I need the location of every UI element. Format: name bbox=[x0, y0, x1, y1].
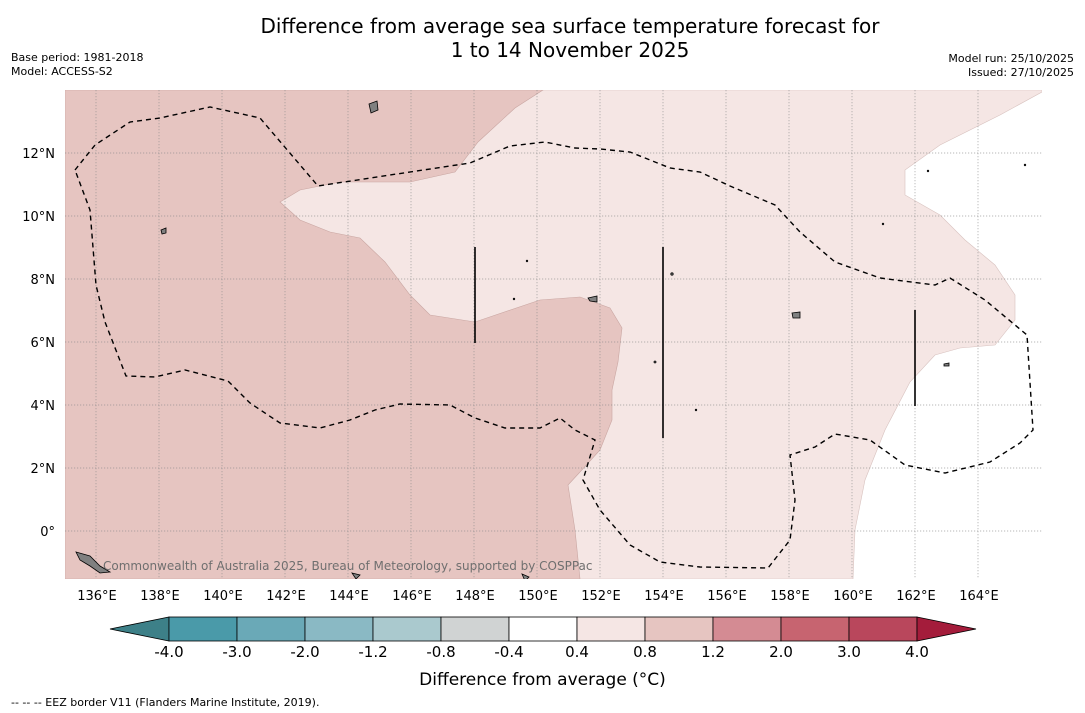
colorbar-label: 0.8 bbox=[633, 643, 657, 661]
colorbar-segment bbox=[644, 616, 714, 642]
base-period: Base period: 1981-2018 bbox=[11, 51, 144, 64]
colorbar-label: 1.2 bbox=[701, 643, 725, 661]
colorbar-segment bbox=[372, 616, 442, 642]
lon-label: 162°E bbox=[896, 589, 936, 604]
colorbar-label: 0.4 bbox=[565, 643, 589, 661]
island-marker bbox=[943, 362, 950, 367]
lon-label: 140°E bbox=[203, 589, 243, 604]
model-run: Model run: 25/10/2025 bbox=[948, 52, 1074, 65]
colorbar-segment bbox=[304, 616, 374, 642]
colorbar-segment bbox=[508, 616, 578, 642]
island-marker bbox=[521, 573, 530, 579]
anomaly-zone-0.8-1.2 bbox=[65, 90, 623, 579]
title-line-1: Difference from average sea surface temp… bbox=[260, 14, 880, 38]
lon-label: 136°E bbox=[77, 589, 117, 604]
lat-label: 8°N bbox=[31, 273, 56, 288]
island-marker bbox=[1023, 163, 1027, 167]
colorbar-under bbox=[109, 616, 170, 642]
latitude-labels: 12°N 10°N 8°N 6°N 4°N 2°N 0° bbox=[22, 147, 55, 540]
colorbar-label: 2.0 bbox=[769, 643, 793, 661]
colorbar-segment bbox=[168, 616, 238, 642]
lon-label: 150°E bbox=[518, 589, 558, 604]
lon-label: 142°E bbox=[266, 589, 306, 604]
island-marker bbox=[368, 100, 379, 114]
lat-label: 10°N bbox=[22, 210, 55, 225]
lon-label: 146°E bbox=[392, 589, 432, 604]
model-name: Model: ACCESS-S2 bbox=[11, 65, 113, 78]
island-marker bbox=[694, 408, 698, 412]
lat-label: 2°N bbox=[31, 462, 56, 477]
island-marker bbox=[160, 227, 167, 235]
lon-label: 154°E bbox=[644, 589, 684, 604]
copyright-notice: Commonwealth of Australia 2025, Bureau o… bbox=[103, 559, 593, 573]
colorbar-labels: -4.0 -3.0 -2.0 -1.2 -0.8 -0.4 0.4 0.8 1.… bbox=[0, 643, 1085, 663]
boundary-lines bbox=[474, 247, 916, 438]
colorbar-over bbox=[916, 616, 977, 642]
island-marker bbox=[587, 295, 598, 303]
lat-label: 12°N bbox=[22, 147, 55, 162]
island-marker bbox=[881, 222, 885, 226]
lat-label: 6°N bbox=[31, 336, 56, 351]
lon-label: 160°E bbox=[833, 589, 873, 604]
lon-label: 138°E bbox=[140, 589, 180, 604]
colorbar-label: -4.0 bbox=[154, 643, 184, 661]
colorbar-segment bbox=[440, 616, 510, 642]
eez-borders bbox=[74, 106, 1034, 569]
lon-label: 152°E bbox=[581, 589, 621, 604]
colorbar bbox=[109, 616, 977, 642]
base-info: Base period: 1981-2018 Model: ACCESS-S2 bbox=[11, 51, 143, 79]
colorbar-segment bbox=[712, 616, 782, 642]
island-marker bbox=[512, 297, 516, 301]
colorbar-segment bbox=[780, 616, 850, 642]
islands bbox=[75, 100, 1027, 579]
colorbar-segment bbox=[848, 616, 918, 642]
lon-label: 158°E bbox=[770, 589, 810, 604]
issued-date: Issued: 27/10/2025 bbox=[967, 66, 1074, 79]
title-line-2: 1 to 14 November 2025 bbox=[450, 38, 690, 62]
island-marker bbox=[791, 311, 801, 319]
lat-label: 4°N bbox=[31, 399, 56, 414]
colorbar-label: 4.0 bbox=[905, 643, 929, 661]
colorbar-label: -1.2 bbox=[358, 643, 388, 661]
lon-label: 156°E bbox=[707, 589, 747, 604]
island-marker bbox=[926, 169, 930, 173]
colorbar-label: -0.8 bbox=[426, 643, 456, 661]
island-marker bbox=[75, 551, 112, 574]
island-marker bbox=[525, 259, 529, 263]
lon-label: 148°E bbox=[455, 589, 495, 604]
map-area bbox=[65, 90, 1042, 579]
graticule bbox=[65, 90, 1042, 579]
run-info: Model run: 25/10/2025 Issued: 27/10/2025 bbox=[948, 52, 1074, 80]
colorbar-label: -2.0 bbox=[290, 643, 320, 661]
island-marker bbox=[653, 360, 657, 364]
colorbar-segment bbox=[576, 616, 646, 642]
lon-label: 144°E bbox=[329, 589, 369, 604]
colorbar-label: 3.0 bbox=[837, 643, 861, 661]
colorbar-label: -0.4 bbox=[494, 643, 524, 661]
island-marker bbox=[351, 572, 361, 579]
eez-legend-note: -- -- -- EEZ border V11 (Flanders Marine… bbox=[11, 696, 320, 709]
longitude-labels: 136°E 138°E 140°E 142°E 144°E 146°E 148°… bbox=[77, 589, 999, 604]
chart-title: Difference from average sea surface temp… bbox=[0, 14, 1085, 62]
island-marker bbox=[670, 272, 674, 276]
colorbar-label: -3.0 bbox=[222, 643, 252, 661]
lon-label: 164°E bbox=[959, 589, 999, 604]
lat-label: 0° bbox=[40, 525, 55, 540]
colorbar-segment bbox=[236, 616, 306, 642]
colorbar-title: Difference from average (°C) bbox=[419, 670, 666, 690]
